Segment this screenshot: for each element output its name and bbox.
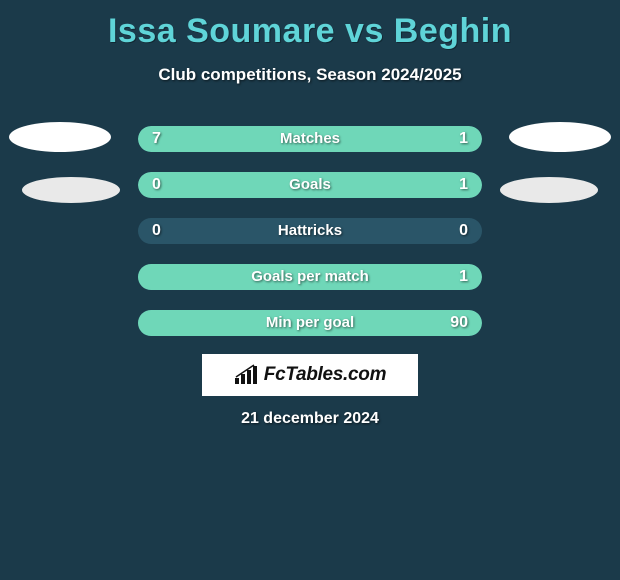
bar-label: Hattricks bbox=[138, 218, 482, 244]
player-photo-left-2 bbox=[22, 177, 120, 203]
player-photo-left-1 bbox=[9, 122, 111, 152]
comparison-bars: 7 Matches 1 0 Goals 1 0 Hattricks 0 Goal… bbox=[138, 126, 482, 356]
bar-value-right: 1 bbox=[459, 126, 468, 152]
bar-label: Matches bbox=[138, 126, 482, 152]
bar-row: Goals per match 1 bbox=[138, 264, 482, 290]
page-title: Issa Soumare vs Beghin bbox=[0, 0, 620, 51]
bar-row: 7 Matches 1 bbox=[138, 126, 482, 152]
source-logo: FcTables.com bbox=[202, 354, 418, 396]
subtitle: Club competitions, Season 2024/2025 bbox=[0, 65, 620, 85]
bar-value-right: 1 bbox=[459, 264, 468, 290]
date-text: 21 december 2024 bbox=[0, 410, 620, 428]
bar-label: Goals bbox=[138, 172, 482, 198]
bar-value-right: 90 bbox=[450, 310, 468, 336]
logo-text: FcTables.com bbox=[264, 364, 386, 386]
player-photo-right-1 bbox=[509, 122, 611, 152]
bar-row: Min per goal 90 bbox=[138, 310, 482, 336]
bar-value-right: 1 bbox=[459, 172, 468, 198]
player-photo-right-2 bbox=[500, 177, 598, 203]
bar-row: 0 Goals 1 bbox=[138, 172, 482, 198]
bar-value-right: 0 bbox=[459, 218, 468, 244]
bar-label: Goals per match bbox=[138, 264, 482, 290]
bar-row: 0 Hattricks 0 bbox=[138, 218, 482, 244]
bar-label: Min per goal bbox=[138, 310, 482, 336]
chart-icon bbox=[234, 364, 260, 386]
